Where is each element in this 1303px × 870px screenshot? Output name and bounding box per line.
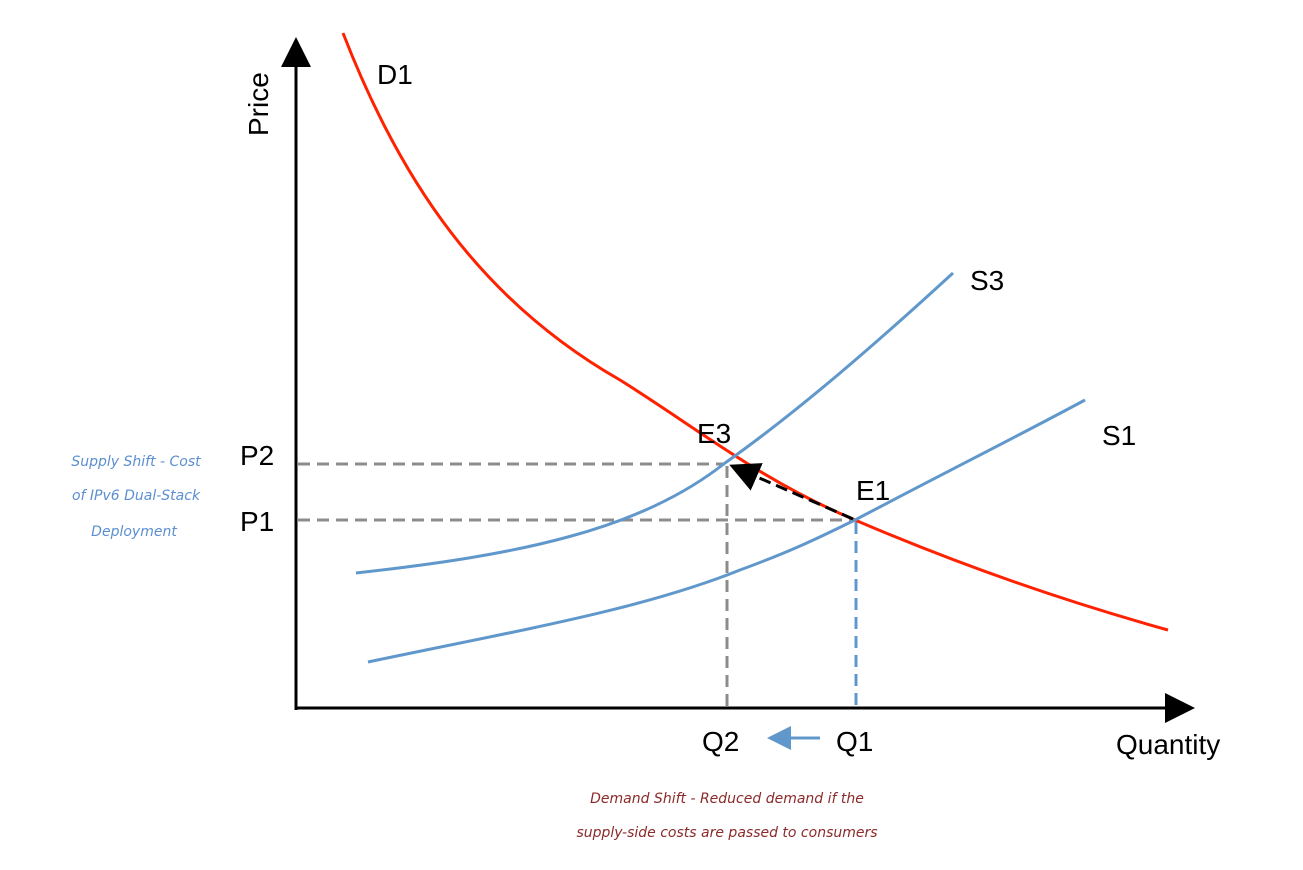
s1-label: S1 [1102, 420, 1136, 451]
demand-note-line: supply-side costs are passed to consumer… [576, 825, 877, 841]
supply-curve-s1 [367, 398, 1086, 664]
x-axis-label: Quantity [1116, 729, 1220, 760]
d1-label: D1 [377, 59, 413, 90]
q2-label: Q2 [702, 726, 739, 757]
supply-curve-s3 [355, 271, 955, 575]
s3-label: S3 [970, 265, 1004, 296]
demand-note-line: Demand Shift - Reduced demand if the [590, 791, 864, 807]
supply-shift-note: Supply Shift - Cost of IPv6 Dual-Stack D… [71, 454, 201, 540]
supply-note-line: Deployment [91, 524, 177, 540]
e3-label: E3 [697, 418, 731, 449]
y-axis-label: Price [243, 72, 274, 136]
demand-shift-note: Demand Shift - Reduced demand if the sup… [576, 791, 877, 841]
demand-curve-d1 [341, 32, 1169, 632]
supply-note-line: Supply Shift - Cost [71, 454, 201, 470]
q1-label: Q1 [836, 726, 873, 757]
p1-label: P1 [240, 506, 274, 537]
e1-label: E1 [856, 475, 890, 506]
p2-label: P2 [240, 440, 274, 471]
equilibrium-shift-arrow [729, 463, 854, 521]
supply-note-line: of IPv6 Dual-Stack [72, 488, 201, 504]
